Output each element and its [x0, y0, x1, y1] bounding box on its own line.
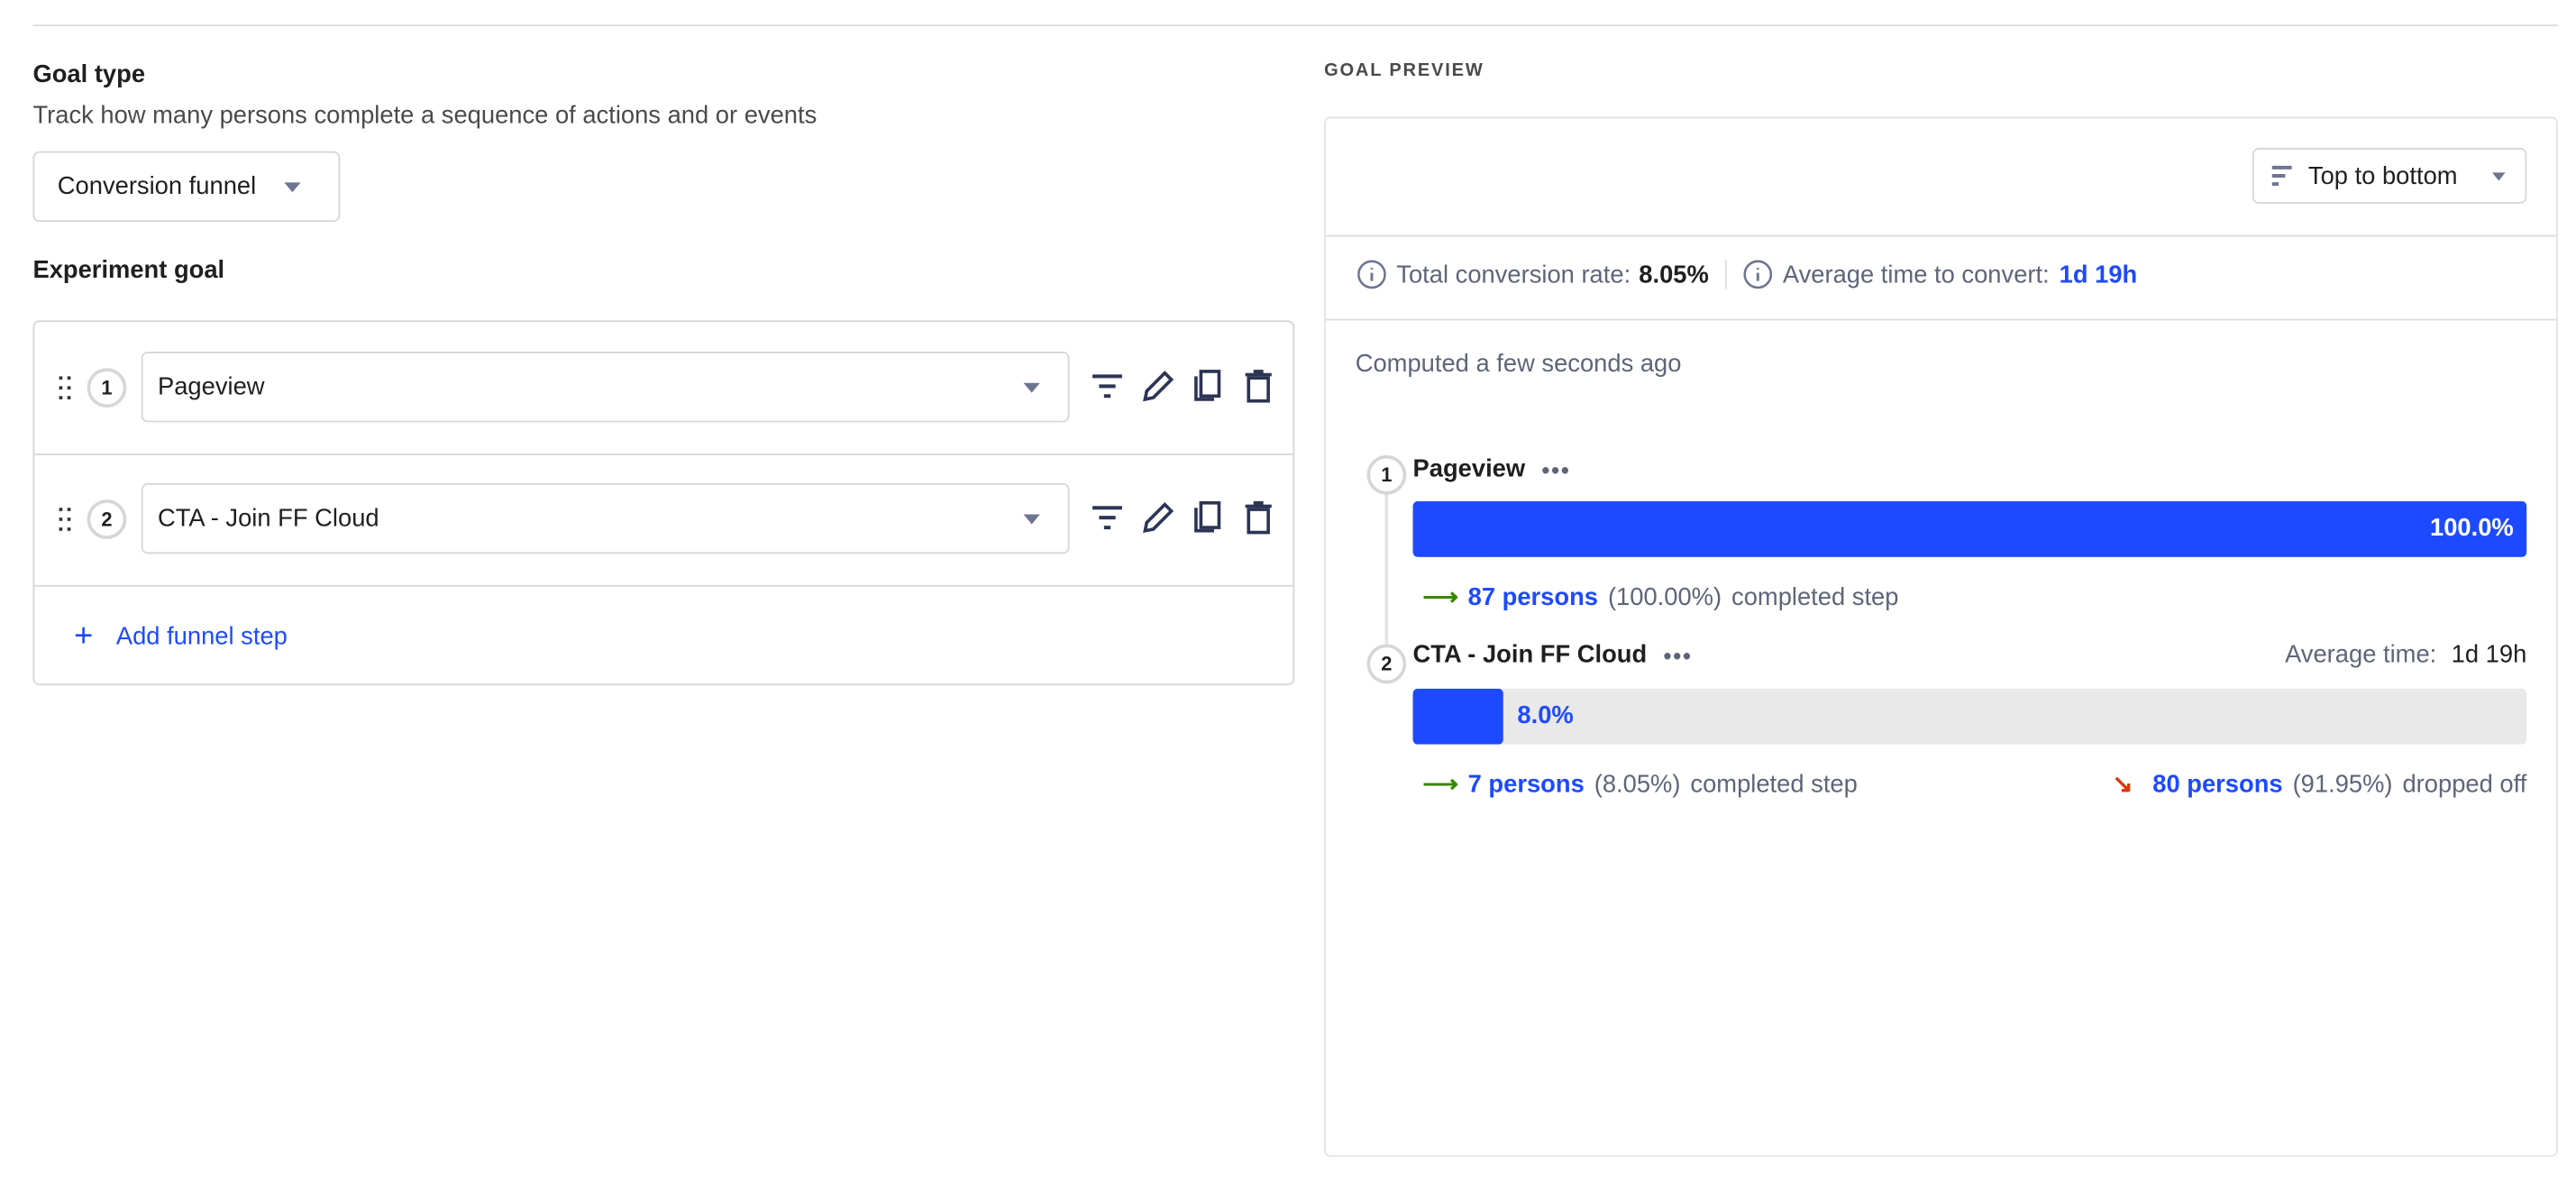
computed-timestamp: Computed a few seconds ago — [1355, 350, 1682, 379]
goal-type-description: Track how many persons complete a sequen… — [32, 102, 818, 130]
top-divider — [32, 24, 2558, 27]
filter-icon[interactable] — [1089, 499, 1125, 536]
step-name: Pageview — [1412, 454, 1526, 483]
total-conversion-label: Total conversion rate: — [1396, 260, 1631, 289]
step-bar[interactable]: 8.0% — [1412, 688, 2527, 745]
total-conversion-value: 8.05% — [1639, 260, 1709, 289]
arrow-down-right-icon: ↘ — [2112, 770, 2133, 799]
delete-icon[interactable] — [1240, 368, 1276, 404]
arrow-right-icon: ⟶ — [1422, 583, 1458, 612]
step-dropped-summary: ↘ 80 persons (91.95%) dropped off — [2112, 769, 2526, 799]
plus-icon: + — [74, 618, 94, 655]
info-icon[interactable] — [1743, 260, 1773, 289]
arrow-right-icon: ⟶ — [1422, 770, 1458, 799]
step-bar-fill — [1412, 688, 1503, 745]
copy-icon[interactable] — [1190, 368, 1226, 404]
funnel-order-value: Top to bottom — [2307, 161, 2458, 190]
step-average-time: Average time: 1d 19h — [2285, 641, 2526, 669]
funnel-step-row: 2 CTA - Join FF Cloud — [34, 454, 1293, 587]
stats-separator — [1725, 259, 1727, 289]
chevron-down-icon — [1023, 513, 1040, 524]
funnel-order-select[interactable]: Top to bottom — [2252, 148, 2527, 205]
step-completed-summary: ⟶ 7 persons (8.05%) completed step — [1422, 769, 1857, 799]
info-icon[interactable] — [1357, 260, 1387, 289]
goal-type-value: Conversion funnel — [57, 172, 257, 201]
step-connector-line — [1384, 492, 1389, 645]
experiment-goal-title: Experiment goal — [32, 256, 225, 285]
step-number-badge: 2 — [1366, 644, 1407, 684]
step-event-select[interactable]: CTA - Join FF Cloud — [141, 482, 1070, 554]
avg-time-value: 1d 19h — [2059, 260, 2138, 289]
chevron-down-icon — [284, 181, 301, 192]
chevron-down-icon — [2492, 171, 2506, 180]
avg-time-label: Average time: — [2285, 640, 2437, 669]
edit-icon[interactable] — [1140, 368, 1176, 404]
goal-preview-title: GOAL PREVIEW — [1324, 60, 1484, 81]
goal-preview-card: Top to bottom Total conversion rate: 8.0… — [1324, 116, 2558, 1158]
completed-percent: (8.05%) — [1594, 769, 1681, 798]
copy-icon[interactable] — [1190, 499, 1226, 536]
goal-type-select[interactable]: Conversion funnel — [32, 151, 341, 223]
stats-divider — [1325, 318, 2557, 321]
add-funnel-step-label: Add funnel step — [115, 622, 288, 651]
dropped-percent: (91.95%) — [2292, 769, 2393, 798]
step-bar-fill — [1412, 500, 2527, 557]
delete-icon[interactable] — [1240, 499, 1276, 536]
step-number-badge: 1 — [1366, 454, 1407, 495]
completed-text: completed step — [1731, 582, 1899, 611]
completed-percent: (100.00%) — [1607, 582, 1722, 611]
step-event-select[interactable]: Pageview — [141, 352, 1070, 423]
step-name: CTA - Join FF Cloud — [1412, 640, 1648, 669]
step-number-badge: 1 — [87, 368, 127, 408]
step-percent-label: 100.0% — [2430, 514, 2514, 543]
step-event-value: CTA - Join FF Cloud — [157, 504, 379, 533]
step-event-value: Pageview — [157, 372, 265, 401]
add-funnel-step-button[interactable]: + Add funnel step — [74, 618, 288, 655]
more-icon[interactable]: ••• — [1663, 641, 1693, 668]
completed-text: completed step — [1690, 769, 1858, 798]
avg-time-value: 1d 19h — [2451, 640, 2527, 669]
dropped-persons-link[interactable]: 80 persons — [2152, 769, 2283, 798]
completed-persons-link[interactable]: 7 persons — [1467, 769, 1585, 798]
funnel-step-row: 1 Pageview — [34, 322, 1293, 455]
completed-persons-link[interactable]: 87 persons — [1467, 582, 1599, 611]
avg-time-label: Average time to convert: — [1782, 260, 2050, 289]
dropped-text: dropped off — [2402, 769, 2527, 798]
step-header: Pageview ••• — [1413, 455, 1571, 483]
edit-icon[interactable] — [1140, 499, 1176, 536]
sort-icon — [2271, 165, 2292, 187]
drag-handle-icon[interactable] — [59, 508, 73, 531]
step-number-badge: 2 — [87, 499, 127, 539]
step-completed-summary: ⟶ 87 persons (100.00%) completed step — [1422, 582, 1898, 611]
conversion-stats: Total conversion rate: 8.05% Average tim… — [1357, 259, 2138, 289]
goal-type-title: Goal type — [32, 60, 146, 89]
funnel-steps-list: 1 Pageview 2 CTA - Join FF Cloud + Ad — [32, 320, 1295, 686]
header-divider — [1325, 234, 2557, 237]
chevron-down-icon — [1023, 381, 1040, 392]
step-percent-label: 8.0% — [1517, 701, 1574, 730]
filter-icon[interactable] — [1089, 368, 1125, 404]
drag-handle-icon[interactable] — [59, 376, 73, 399]
more-icon[interactable]: ••• — [1541, 455, 1571, 482]
step-header: CTA - Join FF Cloud ••• — [1413, 641, 1693, 669]
step-bar[interactable]: 100.0% — [1412, 500, 2527, 557]
